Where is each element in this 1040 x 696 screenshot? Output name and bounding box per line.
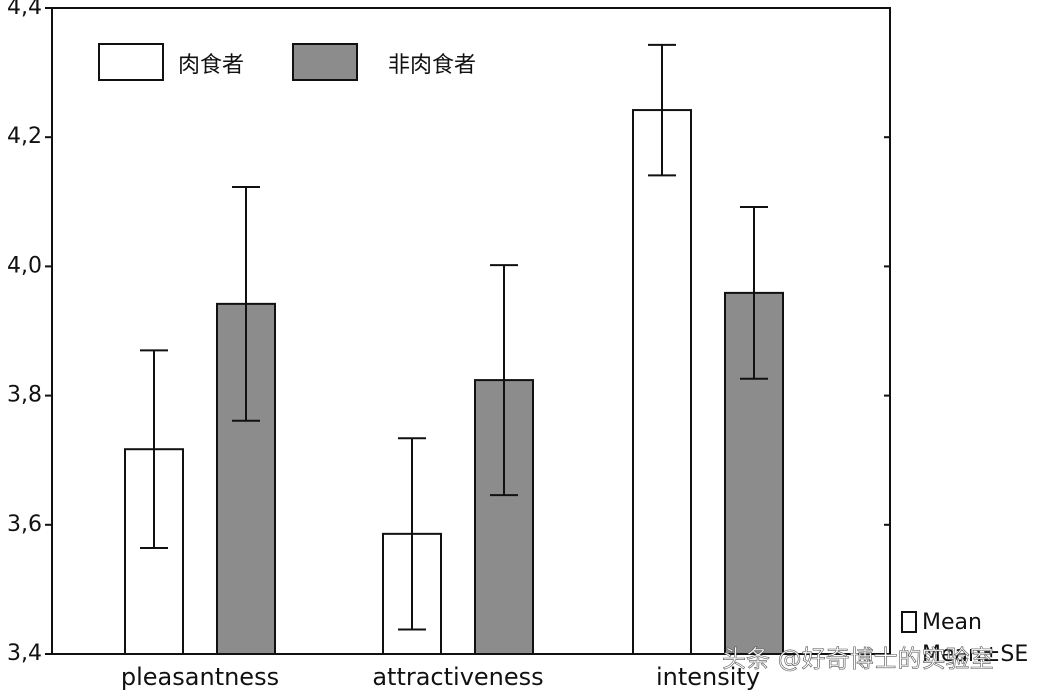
note-mean: Mean bbox=[922, 610, 982, 635]
y-tick-label: 3,6 bbox=[7, 512, 42, 537]
y-tick-label: 3,8 bbox=[7, 383, 42, 408]
watermark: 头条 @好奇博士的实验室 bbox=[722, 645, 994, 673]
error-bar bbox=[140, 349, 168, 550]
note-mean-se: Mean±SE bbox=[922, 642, 1028, 667]
legend-label: 肉食者 bbox=[178, 53, 244, 78]
error-bar bbox=[232, 185, 260, 422]
error-bar bbox=[490, 264, 518, 497]
note-box bbox=[901, 611, 917, 633]
legend-swatch bbox=[98, 43, 164, 81]
error-bar bbox=[648, 43, 676, 177]
x-tick-label: pleasantness bbox=[121, 663, 279, 691]
plot-frame bbox=[51, 7, 891, 655]
y-tick-label: 3,4 bbox=[7, 641, 42, 666]
x-tick-label: intensity bbox=[656, 663, 760, 691]
legend-label: 非肉食者 bbox=[388, 53, 476, 78]
y-tick-label: 4,4 bbox=[7, 0, 42, 20]
error-bar bbox=[740, 205, 768, 380]
x-tick-label: attractiveness bbox=[372, 663, 543, 691]
y-tick-label: 4,0 bbox=[7, 253, 42, 278]
y-tick-label: 4,2 bbox=[7, 124, 42, 149]
bar bbox=[632, 109, 692, 656]
error-bar bbox=[398, 437, 426, 631]
legend-swatch bbox=[292, 43, 358, 81]
